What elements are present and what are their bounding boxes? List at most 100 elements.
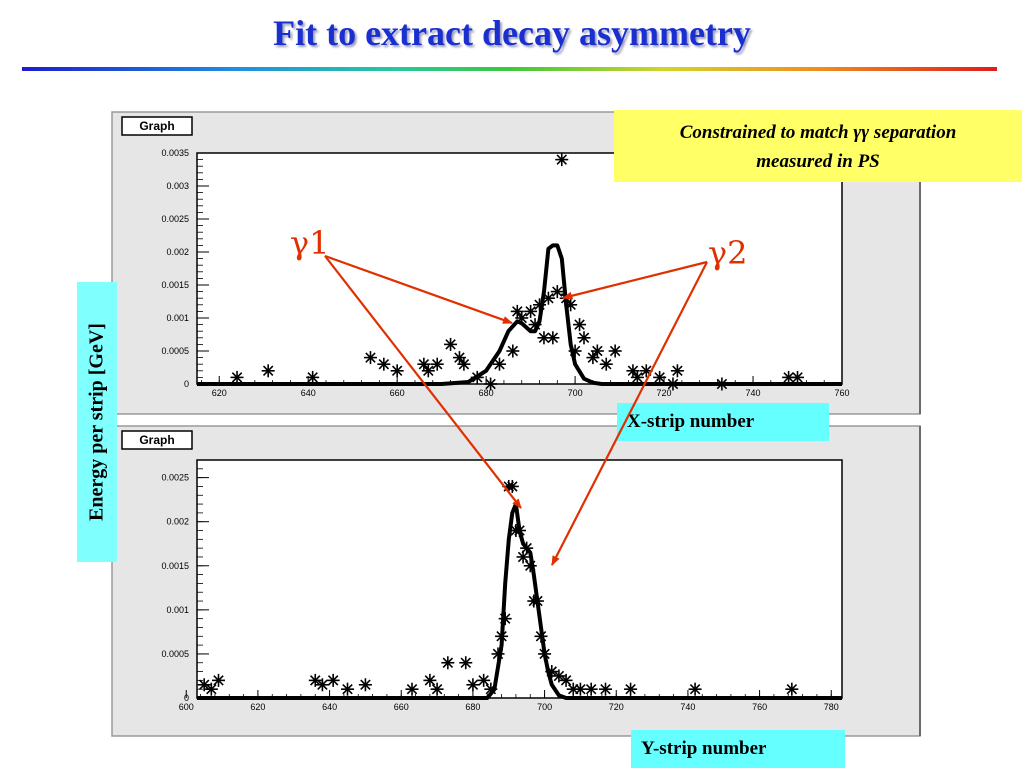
gamma2-arrow-bottom bbox=[551, 261, 708, 566]
gamma2-label: γ2 bbox=[708, 234, 748, 272]
data-point bbox=[568, 344, 582, 358]
data-point bbox=[608, 344, 622, 358]
x-tick-label: 680 bbox=[465, 702, 480, 712]
data-point bbox=[670, 364, 684, 378]
y-tick-label: 0.001 bbox=[166, 605, 189, 615]
data-point bbox=[513, 524, 526, 538]
data-point bbox=[470, 370, 484, 384]
data-point bbox=[624, 682, 638, 696]
data-point bbox=[498, 612, 512, 626]
data-point bbox=[515, 311, 529, 325]
x-tick-label: 660 bbox=[390, 388, 405, 398]
data-point bbox=[505, 479, 519, 493]
data-point bbox=[653, 370, 667, 384]
y-tick-label: 0.002 bbox=[166, 517, 189, 527]
data-point bbox=[484, 682, 498, 696]
x-tick-label: 760 bbox=[752, 702, 767, 712]
data-point bbox=[599, 357, 613, 371]
y-strip-caption: Y-strip number bbox=[631, 730, 845, 768]
y-tick-label: 0.0015 bbox=[161, 280, 189, 290]
data-point bbox=[715, 377, 729, 391]
data-point bbox=[534, 629, 548, 643]
data-point bbox=[390, 364, 404, 378]
data-point bbox=[541, 291, 555, 305]
y-tick-label: 0 bbox=[184, 379, 189, 389]
data-point bbox=[791, 370, 805, 384]
data-point bbox=[599, 682, 612, 696]
data-point bbox=[363, 351, 377, 365]
fit-curve bbox=[197, 243, 842, 386]
data-point bbox=[306, 370, 320, 384]
data-point bbox=[477, 673, 491, 687]
x-tick-label: 720 bbox=[657, 388, 672, 398]
data-point bbox=[785, 682, 799, 696]
y-tick-label: 0.0005 bbox=[161, 346, 189, 356]
data-point bbox=[577, 331, 591, 345]
data-point bbox=[484, 377, 498, 391]
data-point bbox=[377, 357, 391, 371]
data-point bbox=[584, 682, 598, 696]
data-point bbox=[491, 647, 505, 661]
data-point bbox=[590, 344, 604, 358]
plot-area bbox=[196, 152, 843, 385]
graph-panel-2: Graph 600 620 640 660 680 700 720 740 760 780 0 0.00… bbox=[111, 425, 921, 737]
data-point bbox=[586, 351, 600, 365]
data-point bbox=[230, 370, 244, 384]
data-point bbox=[666, 377, 680, 391]
data-point bbox=[457, 357, 471, 371]
data-point bbox=[466, 678, 480, 692]
y-tick-label: 0.003 bbox=[166, 181, 189, 191]
data-point bbox=[405, 682, 419, 696]
data-point bbox=[197, 678, 211, 692]
x-tick-label: 660 bbox=[394, 702, 409, 712]
graph-title-text: Graph bbox=[139, 433, 174, 447]
data-point bbox=[510, 304, 524, 318]
x-tick-label: 620 bbox=[250, 702, 265, 712]
y-tick-label: 0 bbox=[184, 693, 189, 703]
x-strip-caption: X-strip number bbox=[617, 403, 829, 441]
x-tick-label: 760 bbox=[834, 388, 849, 398]
constraint-note-line2: measured in PS bbox=[756, 151, 880, 172]
data-point bbox=[459, 656, 473, 670]
title-divider bbox=[22, 67, 997, 71]
data-point bbox=[550, 285, 564, 299]
y-tick-label: 0.0025 bbox=[161, 214, 189, 224]
x-tick-label: 740 bbox=[680, 702, 695, 712]
data-point bbox=[430, 357, 444, 371]
graph-title-text: Graph bbox=[139, 119, 174, 133]
y-tick-label: 0.001 bbox=[166, 313, 189, 323]
data-point bbox=[530, 594, 544, 608]
data-point bbox=[495, 629, 509, 643]
x-tick-label: 720 bbox=[609, 702, 624, 712]
data-point bbox=[341, 682, 354, 696]
constraint-note: Constrained to match γγ separation measu… bbox=[614, 110, 1022, 182]
data-point bbox=[452, 351, 466, 365]
x-tick-label: 680 bbox=[479, 388, 494, 398]
y-tick-label: 0.0035 bbox=[161, 148, 189, 158]
data-point bbox=[555, 153, 569, 167]
data-point bbox=[546, 331, 560, 345]
data-point bbox=[417, 357, 431, 371]
gamma1-label: γ1 bbox=[290, 224, 330, 262]
x-tick-label: 700 bbox=[568, 388, 583, 398]
data-point bbox=[441, 656, 455, 670]
y-axis-caption-box bbox=[77, 282, 117, 562]
data-point bbox=[326, 673, 340, 687]
data-point bbox=[523, 559, 537, 573]
data-point bbox=[528, 318, 542, 332]
graph-title-box bbox=[121, 430, 193, 450]
data-point bbox=[444, 337, 458, 351]
data-point bbox=[506, 344, 520, 358]
data-point bbox=[538, 647, 552, 661]
data-point bbox=[626, 364, 640, 378]
gamma2-arrow-top bbox=[562, 260, 708, 300]
data-point bbox=[552, 669, 566, 683]
data-point bbox=[688, 682, 702, 696]
data-point bbox=[533, 298, 547, 312]
graph-title-box bbox=[121, 116, 193, 136]
gamma1-arrow-bottom bbox=[324, 255, 522, 509]
data-point bbox=[358, 678, 372, 692]
data-point bbox=[421, 364, 435, 378]
data-point bbox=[545, 665, 559, 679]
y-tick-label: 0.002 bbox=[166, 247, 189, 257]
